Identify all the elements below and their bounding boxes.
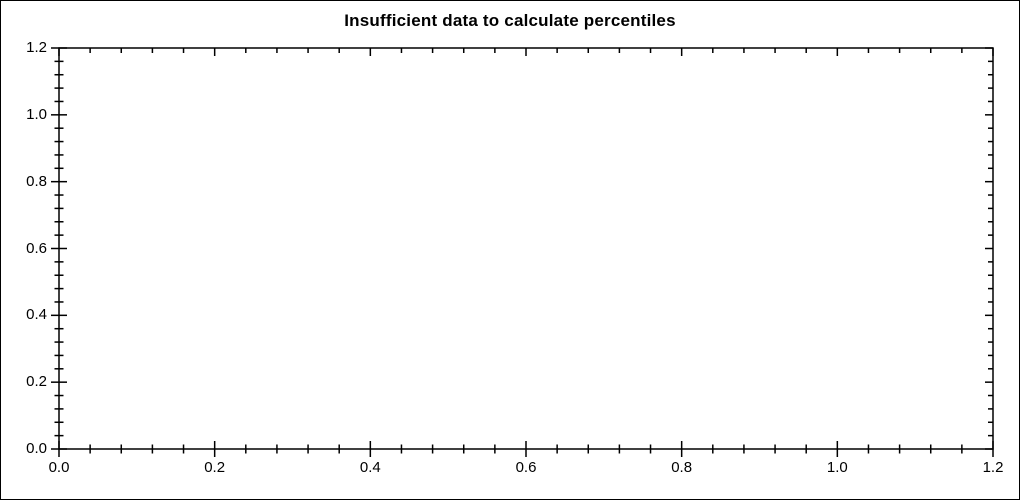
y-tick-label: 0.0 xyxy=(26,440,47,457)
y-tick-label: 1.0 xyxy=(26,105,47,123)
x-tick-label: 1.2 xyxy=(982,459,1004,476)
chart-title: Insufficient data to calculate percentil… xyxy=(344,11,676,30)
x-tick-label: 0.0 xyxy=(48,459,70,476)
x-tick-label: 0.4 xyxy=(359,459,381,476)
x-tick-label: 1.0 xyxy=(826,459,848,476)
x-tick-label: 0.2 xyxy=(204,459,226,476)
y-tick-label: 1.2 xyxy=(26,39,47,56)
y-tick-label: 0.8 xyxy=(26,172,47,190)
y-tick-label: 0.4 xyxy=(26,306,47,324)
x-tick-label: 0.6 xyxy=(515,459,537,476)
y-tick-label: 0.6 xyxy=(26,239,47,257)
x-tick-label: 0.8 xyxy=(671,459,693,476)
y-tick-label: 0.2 xyxy=(26,373,47,391)
